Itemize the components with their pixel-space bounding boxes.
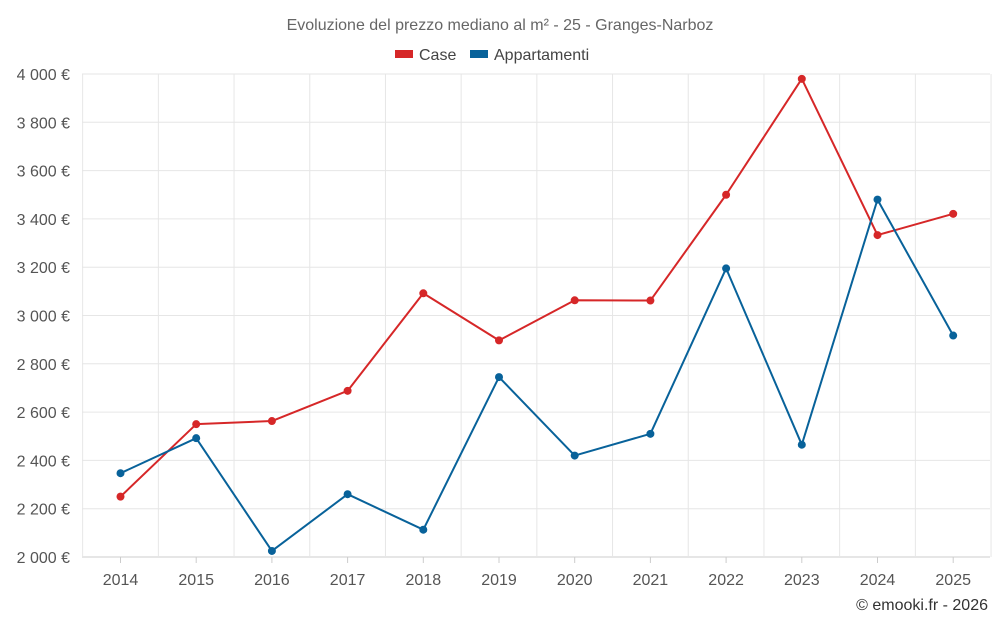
y-tick-label: 3 400 € xyxy=(17,212,70,229)
data-point-case[interactable] xyxy=(797,74,806,83)
x-tick-label: 2024 xyxy=(860,572,896,589)
data-point-case[interactable] xyxy=(495,336,503,345)
y-tick-label: 2 800 € xyxy=(17,357,70,374)
data-point-appartamenti[interactable] xyxy=(873,195,882,204)
legend-swatch-case xyxy=(395,50,413,58)
x-tick-label: 2021 xyxy=(633,572,669,589)
data-point-appartamenti[interactable] xyxy=(116,469,125,478)
data-point-case[interactable] xyxy=(116,492,125,501)
x-tick-label: 2025 xyxy=(935,572,971,589)
y-gridlines xyxy=(82,73,990,558)
x-tick-label: 2015 xyxy=(178,572,214,589)
series-appartamenti xyxy=(116,195,958,555)
data-point-case[interactable] xyxy=(873,231,882,240)
x-tick-label: 2019 xyxy=(481,572,517,589)
data-point-appartamenti[interactable] xyxy=(797,440,806,449)
y-tick-label: 3 200 € xyxy=(17,260,70,277)
data-point-appartamenti[interactable] xyxy=(722,264,731,273)
data-point-appartamenti[interactable] xyxy=(646,429,655,438)
legend-item-case[interactable]: Case xyxy=(395,47,456,64)
y-tick-label: 3 600 € xyxy=(17,164,70,181)
data-point-appartamenti[interactable] xyxy=(949,331,958,340)
y-tick-label: 2 200 € xyxy=(17,502,70,519)
y-tick-label: 2 400 € xyxy=(17,453,70,470)
x-tick-label: 2022 xyxy=(708,572,744,589)
data-point-case[interactable] xyxy=(267,417,276,426)
x-tick-label: 2016 xyxy=(254,572,290,589)
data-point-appartamenti[interactable] xyxy=(495,373,503,382)
data-point-appartamenti[interactable] xyxy=(570,451,579,460)
x-tick-label: 2014 xyxy=(103,572,139,589)
data-point-appartamenti[interactable] xyxy=(192,434,201,443)
data-point-case[interactable] xyxy=(646,296,655,305)
x-tick-label: 2017 xyxy=(330,572,366,589)
x-tick-label: 2020 xyxy=(557,572,593,589)
y-tick-label: 2 600 € xyxy=(17,405,70,422)
legend[interactable]: Case Appartamenti xyxy=(395,47,589,64)
x-gridlines xyxy=(82,74,992,557)
x-axis-labels: 2014 2015 2016 2017 2018 2019 2020 2021 2022 2023… xyxy=(103,557,971,589)
y-tick-label: 3 800 € xyxy=(17,115,70,132)
chart-title: Evoluzione del prezzo mediano al m² - 25… xyxy=(287,17,714,34)
y-tick-label: 4 000 € xyxy=(17,67,70,84)
data-point-case[interactable] xyxy=(343,386,352,395)
data-point-appartamenti[interactable] xyxy=(343,490,352,499)
data-point-case[interactable] xyxy=(722,190,731,199)
x-tick-label: 2018 xyxy=(406,572,442,589)
data-point-case[interactable] xyxy=(192,420,201,429)
legend-swatch-appartamenti xyxy=(470,50,488,58)
y-axis-labels: 2 000 € 2 200 € 2 400 € 2 600 € 2 800 € 3 000… xyxy=(17,67,70,567)
data-point-appartamenti[interactable] xyxy=(419,525,428,534)
data-point-case[interactable] xyxy=(419,289,428,298)
y-tick-label: 2 000 € xyxy=(17,550,70,567)
legend-label-appartamenti: Appartamenti xyxy=(494,47,589,64)
y-tick-label: 3 000 € xyxy=(17,309,70,326)
data-point-appartamenti[interactable] xyxy=(267,546,276,555)
series-case xyxy=(116,74,958,501)
series-layer xyxy=(116,74,958,555)
series-line-appartamenti xyxy=(120,198,955,552)
legend-item-appartamenti[interactable]: Appartamenti xyxy=(470,47,589,64)
credit-text: © emooki.fr - 2026 xyxy=(856,597,988,614)
x-tick-label: 2023 xyxy=(784,572,820,589)
legend-label-case: Case xyxy=(419,47,456,64)
data-point-case[interactable] xyxy=(949,209,958,218)
data-point-case[interactable] xyxy=(570,296,579,305)
series-line-case xyxy=(119,77,954,498)
